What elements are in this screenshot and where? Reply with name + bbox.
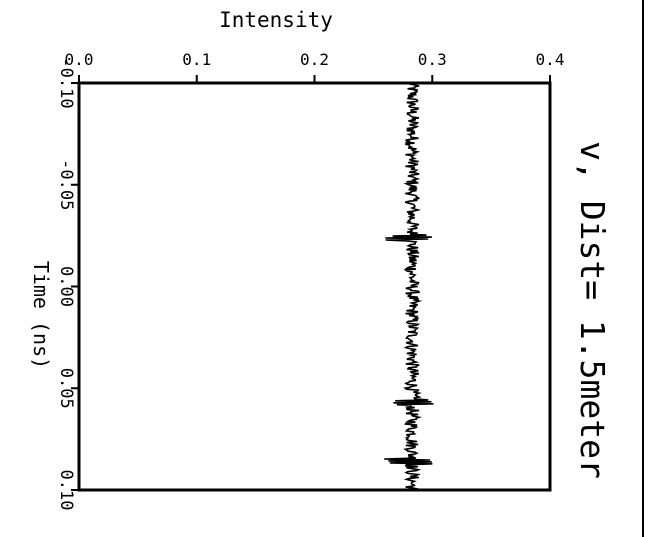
y-tick-label: -0.10 [56, 57, 76, 108]
y-tick-label: 0.00 [56, 266, 76, 307]
ticks: 0.0 0.1 0.2 0.3 0.4 -0.10 -0.05 0.00 0.05 0.10 [56, 50, 564, 510]
x-tick-label: 0.3 [418, 50, 447, 69]
y-tick-label: 0.10 [56, 470, 76, 511]
x-tick-label: 0.1 [182, 50, 211, 69]
series-line [384, 82, 434, 491]
plot-frame [77, 81, 552, 492]
x-axis-title: Intensity [219, 8, 333, 32]
series [384, 82, 434, 491]
x-tick-label: 0.2 [300, 50, 329, 69]
y-tick-label: -0.05 [56, 159, 76, 210]
y-axis-title: Time (ns) [29, 261, 53, 369]
x-tick-label: 0.0 [65, 50, 94, 69]
y-tick-label: 0.05 [56, 368, 76, 409]
x-tick-label: 0.4 [536, 50, 565, 69]
chart-title: v, Dist= 1.5meter [573, 141, 612, 479]
